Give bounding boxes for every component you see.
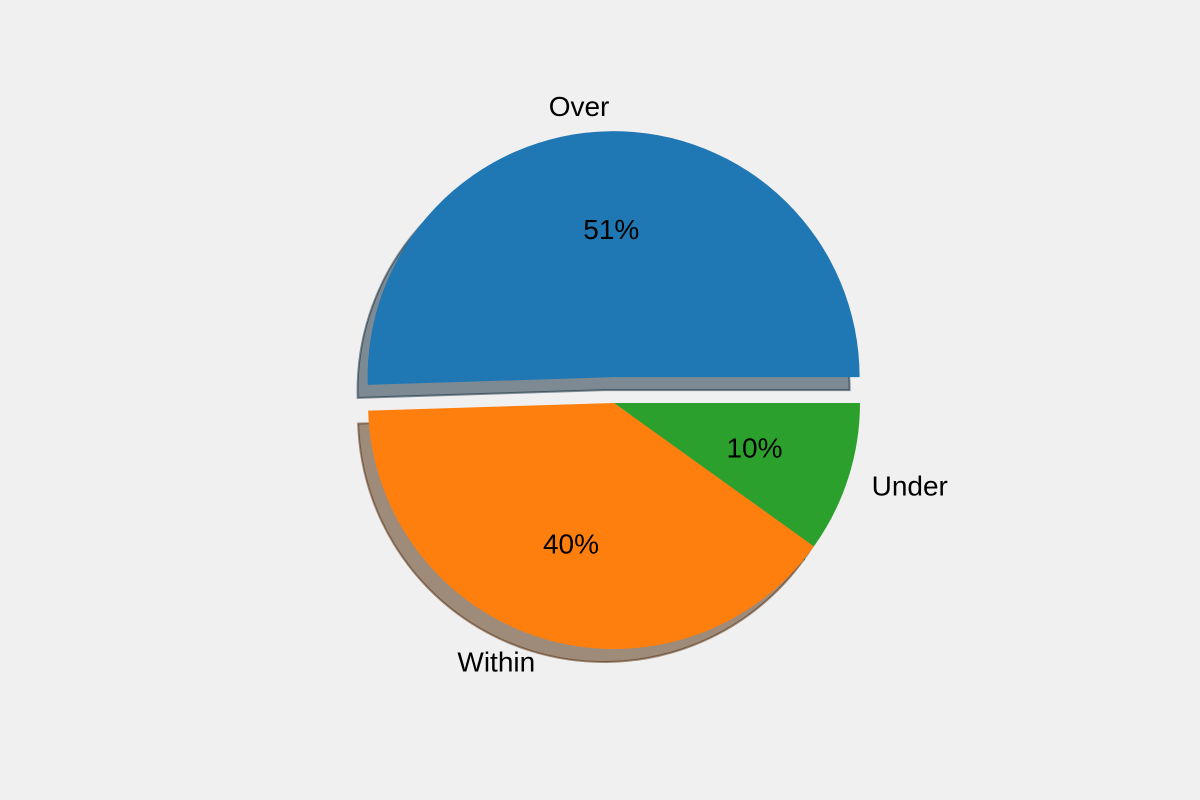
pct-label-over: 51% bbox=[583, 214, 639, 245]
pie-texts: 51% Over 40% Within 10% Under bbox=[457, 91, 947, 677]
pie-slice-within bbox=[368, 403, 814, 649]
pie-wedges bbox=[367, 131, 860, 649]
pct-label-under: 10% bbox=[726, 433, 782, 464]
slice-label-under: Under bbox=[872, 470, 948, 501]
pie-slice-over bbox=[367, 131, 860, 385]
pct-label-within: 40% bbox=[543, 529, 599, 560]
slice-label-within: Within bbox=[457, 646, 535, 677]
slice-label-over: Over bbox=[549, 91, 610, 122]
pie-slice-under bbox=[614, 403, 860, 547]
